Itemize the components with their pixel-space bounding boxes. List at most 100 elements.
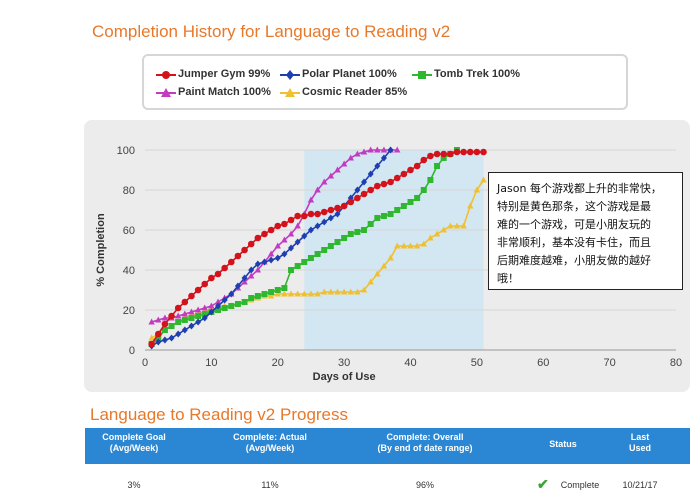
data-point	[367, 186, 374, 194]
data-point	[420, 156, 428, 164]
data-point	[281, 250, 288, 258]
data-point	[473, 148, 481, 156]
data-point	[288, 244, 295, 252]
data-point	[194, 306, 202, 313]
data-point	[314, 186, 321, 193]
annotation-line: 非常顺利，基本没有卡住，而且	[497, 236, 651, 249]
data-point	[175, 330, 182, 338]
data-point	[188, 322, 195, 330]
data-point	[307, 255, 314, 261]
column-header-status: Status	[549, 439, 577, 449]
data-point	[168, 323, 175, 329]
data-point	[194, 286, 202, 294]
data-point	[413, 242, 421, 249]
x-tick-label: 80	[670, 357, 682, 369]
data-point	[360, 148, 368, 155]
data-point	[208, 302, 215, 309]
data-point	[447, 222, 454, 229]
annotation-line: Jason 每个游戏都上升的非常快，	[497, 182, 662, 195]
data-point	[354, 229, 361, 235]
table-row: 3% 11% 96% ✔ Complete 10/21/17	[85, 464, 690, 492]
data-point	[460, 148, 467, 156]
data-point	[387, 211, 394, 217]
y-tick-label: 40	[123, 265, 135, 277]
data-point	[181, 317, 188, 323]
data-point	[181, 310, 189, 317]
data-point	[215, 307, 222, 313]
data-point	[334, 210, 341, 218]
data-point	[473, 186, 481, 193]
data-point	[201, 311, 208, 317]
data-point	[374, 162, 381, 170]
data-point	[400, 170, 408, 178]
data-point	[434, 163, 441, 169]
data-point	[267, 292, 275, 299]
x-tick-label: 0	[142, 357, 148, 369]
x-tick-label: 20	[272, 357, 284, 369]
legend-label: Paint Match 100%	[178, 86, 271, 98]
data-point	[394, 207, 401, 213]
data-point	[453, 148, 461, 156]
data-point	[393, 174, 401, 182]
data-point	[361, 178, 368, 186]
data-point	[201, 280, 209, 288]
data-point	[294, 263, 301, 269]
data-point	[161, 314, 169, 321]
data-point	[267, 250, 275, 257]
data-point	[387, 254, 394, 261]
data-point	[387, 178, 394, 186]
data-point	[248, 266, 255, 274]
data-point	[287, 230, 295, 237]
x-axis-label: Days of Use	[313, 371, 376, 383]
column-header-actual: Complete: Actual (Avg/Week)	[233, 432, 307, 453]
data-point	[148, 334, 155, 341]
data-point	[294, 238, 301, 246]
data-point	[374, 146, 381, 153]
legend-marker-blue-diamond	[280, 70, 300, 80]
data-point	[174, 304, 182, 312]
data-point	[440, 150, 447, 158]
data-point	[314, 222, 321, 230]
data-point	[347, 198, 355, 206]
data-point	[480, 148, 487, 156]
data-point	[155, 335, 162, 341]
annotation-line: 后期难度越难，小朋友做的越好	[497, 254, 651, 267]
data-point	[347, 154, 354, 161]
data-point	[175, 319, 182, 325]
cell-goal: 3%	[127, 480, 141, 490]
annotation-line: 哦！	[497, 272, 519, 285]
data-point	[227, 258, 235, 266]
data-point	[320, 208, 328, 216]
data-point	[214, 270, 222, 278]
data-point	[407, 199, 414, 205]
data-point	[380, 146, 388, 153]
data-point	[287, 290, 295, 297]
legend-marker-magenta-triangle	[156, 88, 176, 97]
column-header-overall: Complete: Overall (By end of date range)	[377, 432, 473, 453]
data-point	[427, 234, 434, 241]
data-point	[380, 180, 388, 188]
legend: Jumper Gym 99% Polar Planet 100% Tomb Tr…	[142, 54, 628, 110]
data-point	[288, 267, 295, 273]
x-tick-label: 60	[537, 357, 549, 369]
data-point	[407, 166, 414, 174]
data-point	[427, 177, 434, 183]
data-point	[307, 226, 314, 234]
progress-table: Complete Goal (Avg/Week) Complete: Actual…	[85, 428, 690, 492]
data-point	[453, 222, 461, 229]
data-point	[314, 290, 321, 297]
data-point	[354, 194, 361, 202]
data-point	[327, 243, 334, 249]
legend-marker-green-square	[412, 71, 432, 79]
data-point	[181, 326, 188, 334]
data-point	[321, 178, 328, 185]
x-tick-label: 10	[205, 357, 217, 369]
data-point	[215, 302, 222, 310]
y-tick-label: 0	[129, 345, 135, 357]
data-point	[294, 212, 301, 220]
annotation-line: 特别是黄色那条，这个游戏是最	[497, 200, 651, 213]
y-tick-label: 80	[123, 185, 135, 197]
cell-status: Complete	[560, 480, 600, 490]
data-point	[188, 292, 195, 300]
data-point	[201, 314, 208, 322]
